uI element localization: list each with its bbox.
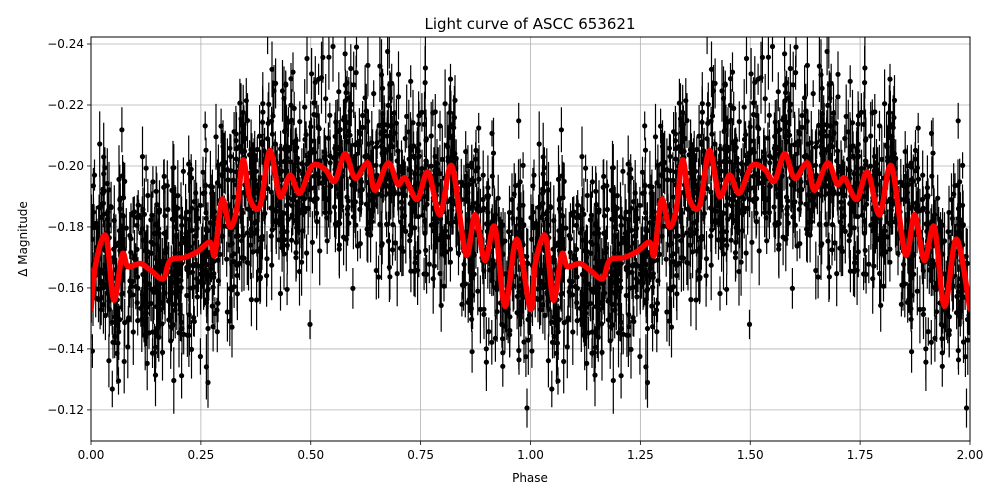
y-tick-label: −0.20 bbox=[47, 159, 84, 173]
x-tick-label: 1.75 bbox=[847, 448, 874, 462]
y-tick-label: −0.22 bbox=[47, 98, 84, 112]
x-tick-label: 1.25 bbox=[627, 448, 654, 462]
x-tick-label: 0.00 bbox=[78, 448, 105, 462]
y-tick-label: −0.18 bbox=[47, 220, 84, 234]
x-tick-label: 0.50 bbox=[297, 448, 324, 462]
y-tick-label: −0.12 bbox=[47, 403, 84, 417]
chart-title: Light curve of ASCC 653621 bbox=[425, 15, 636, 33]
x-axis-label: Phase bbox=[512, 471, 548, 485]
y-axis-label: Δ Magnitude bbox=[16, 201, 30, 277]
red-model-line bbox=[91, 147, 970, 313]
y-tick-label: −0.14 bbox=[47, 342, 84, 356]
x-tick-label: 1.00 bbox=[517, 448, 544, 462]
y-tick-label: −0.16 bbox=[47, 281, 84, 295]
x-tick-label: 0.75 bbox=[407, 448, 434, 462]
model-curve bbox=[91, 147, 970, 313]
x-axis-ticks: 0.00 0.25 0.50 0.75 1.00 1.25 1.50 1.75 2.00 bbox=[78, 441, 984, 462]
y-axis-ticks: −0.24 −0.22 −0.20 −0.18 −0.16 −0.14 −0.12 bbox=[47, 37, 91, 417]
x-tick-label: 0.25 bbox=[188, 448, 215, 462]
y-tick-label: −0.24 bbox=[47, 37, 84, 51]
x-tick-label: 1.50 bbox=[737, 448, 764, 462]
x-tick-label: 2.00 bbox=[957, 448, 984, 462]
